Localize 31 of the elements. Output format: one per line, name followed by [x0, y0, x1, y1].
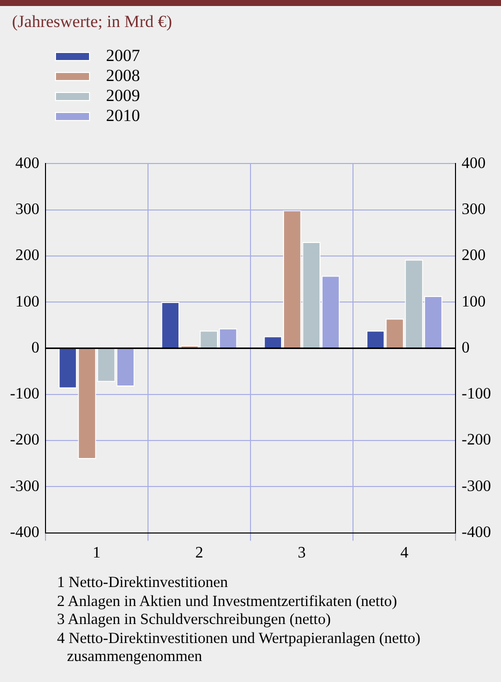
legend-label: 2007	[106, 46, 140, 66]
y2-tick-label: 0	[462, 339, 470, 356]
y2-tick-label: 300	[462, 200, 486, 218]
x-tick-label: 4	[400, 544, 408, 562]
y2-tick-label: -400	[462, 524, 491, 542]
y-tick-label: 400	[15, 154, 40, 172]
y-tick-label: 100	[15, 293, 40, 310]
y-tick-label: -100	[10, 386, 40, 403]
text: 4 Netto-Direktinvestitionen und Wertpapieranlagen (netto) zusammengenommen	[57, 630, 422, 666]
text: 2 Anlagen in Aktien und Investmentzertifikaten (netto)	[57, 592, 398, 611]
legend-label: 2009	[106, 86, 140, 106]
legend-label: 2008	[106, 66, 140, 86]
y-tick-label: 300	[15, 200, 40, 218]
y2-tick-label: -100	[462, 386, 491, 403]
text: 1 Netto-Direktinvestitionen	[57, 574, 229, 592]
y2-tick-label: -300	[462, 478, 491, 495]
y-tick-label: -200	[10, 432, 40, 449]
chart-title: (Jahreswerte; in Mrd €)	[12, 12, 174, 32]
x-tick-label: 1	[92, 544, 101, 562]
text: 3 Anlagen in Schuldverschreibungen (netto)	[57, 611, 332, 630]
y-tick-label: -400	[10, 524, 40, 542]
y2-tick-label: 200	[462, 247, 486, 264]
y-tick-label: 0	[31, 339, 40, 356]
legend-label: 2010	[106, 106, 140, 126]
x-tick-label: 3	[298, 544, 306, 562]
y2-tick-label: -200	[462, 432, 491, 449]
y2-tick-label: 400	[462, 154, 486, 172]
x-tick-label: 2	[195, 544, 204, 562]
y-tick-label: -300	[10, 478, 40, 495]
y-tick-label: 200	[15, 247, 40, 264]
y2-tick-label: 100	[462, 293, 486, 310]
